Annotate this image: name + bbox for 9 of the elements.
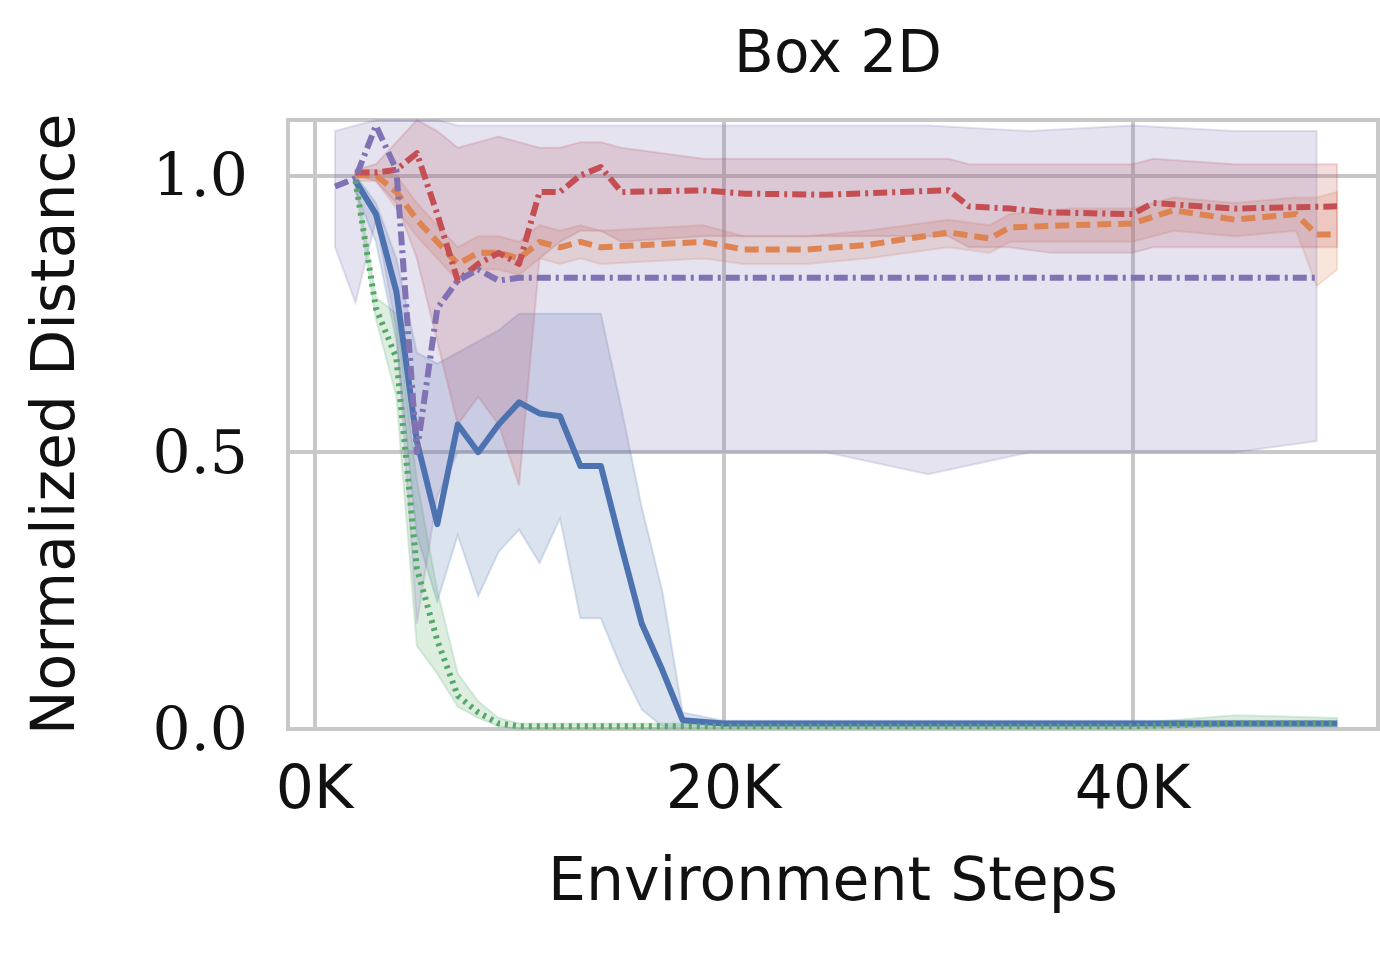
y-tick-label: 1.0 — [152, 140, 248, 211]
y-tick-label: 0.5 — [152, 417, 248, 488]
x-tick-label: 40K — [1074, 752, 1193, 822]
y-tick-label: 0.0 — [152, 694, 248, 764]
x-tick-label: 20K — [665, 752, 784, 822]
x-axis-title: Environment Steps — [547, 844, 1119, 914]
chart-title: Box 2D — [734, 18, 942, 86]
y-axis-title: Normalized Distance — [18, 113, 88, 736]
x-tick-label: 0K — [275, 752, 355, 822]
